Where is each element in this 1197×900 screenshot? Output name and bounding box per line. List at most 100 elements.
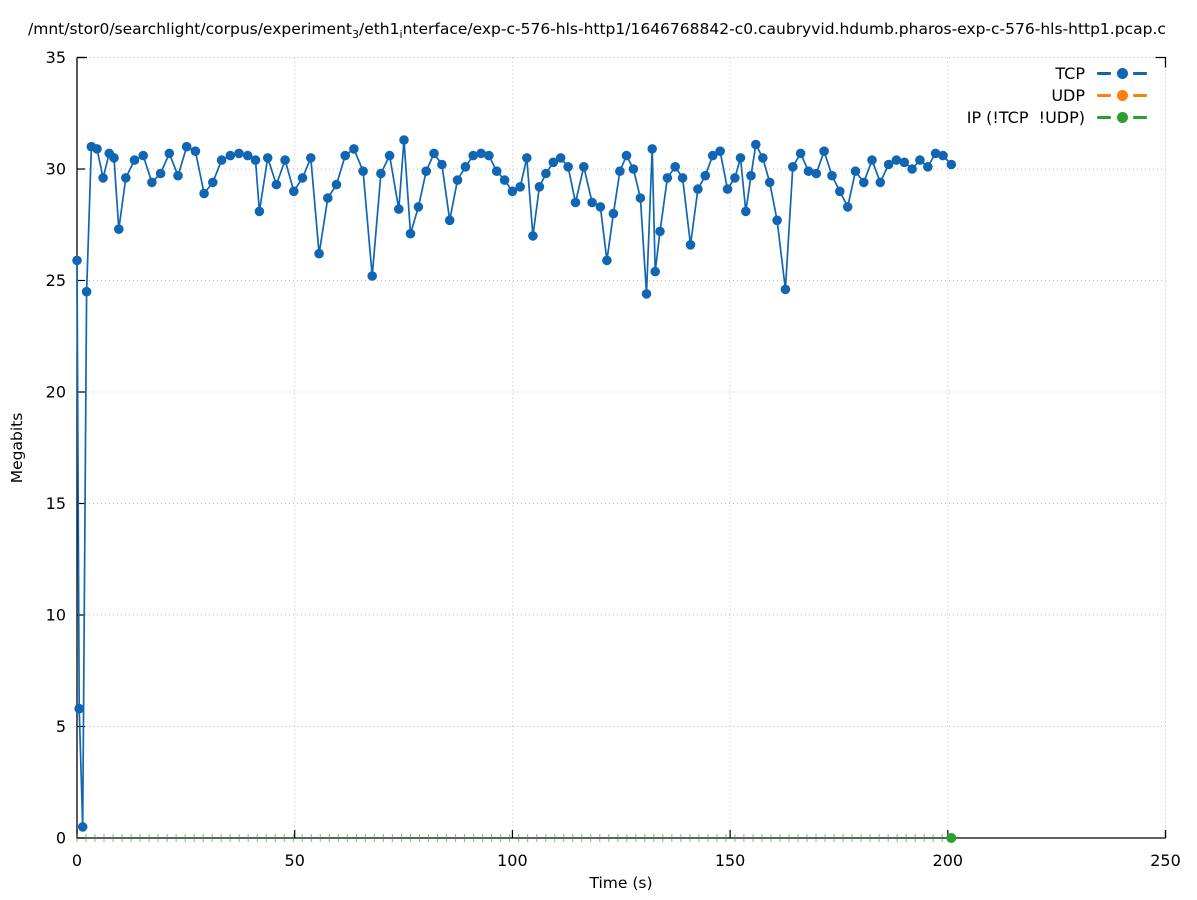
tcp-point (314, 248, 324, 259)
tcp-point (109, 153, 119, 163)
tcp-point (641, 289, 652, 299)
tcp-point (595, 202, 606, 212)
tcp-point (764, 177, 775, 188)
tcp-point (242, 150, 253, 161)
tcp-point (655, 226, 665, 237)
tcp-point (121, 173, 131, 183)
y-tick-label: 15 (46, 494, 66, 513)
tcp-point (628, 164, 639, 174)
x-tick-label: 200 (933, 851, 964, 870)
plot-title: /mnt/stor0/searchlight/corpus/experiment… (28, 20, 1166, 42)
legend: TCP UDP IP (!TCP !UDP) (967, 62, 1147, 128)
y-tick-label: 5 (56, 717, 66, 736)
legend-label-udp: UDP (1051, 85, 1085, 105)
tcp-point (164, 148, 175, 159)
tcp-point (367, 271, 378, 281)
x-tick-label: 100 (497, 851, 528, 870)
tcp-point (842, 202, 853, 212)
tcp-point (907, 164, 917, 174)
tcp-point (685, 240, 696, 250)
tcp-point (730, 173, 740, 183)
tcp-point (437, 159, 447, 170)
tcp-point (621, 150, 632, 161)
axis-tick-labels: 0 5 10 15 20 25 30 35 0 50 100 150 200 250 (46, 48, 1181, 870)
tcp-point (129, 155, 140, 165)
tcp-point (867, 155, 877, 165)
tcp-point (358, 166, 368, 176)
tcp-point (421, 166, 432, 176)
tcp-point (250, 155, 261, 165)
tcp-point (891, 155, 902, 165)
tcp-point (225, 150, 236, 161)
tcp-point (923, 162, 933, 172)
y-tick-label: 20 (46, 383, 66, 402)
tcp-point (460, 162, 471, 172)
tcp-point (693, 184, 703, 194)
tcp-point (930, 148, 941, 159)
legend-swatch-udp-icon (1097, 88, 1147, 102)
tcp-point (722, 184, 733, 194)
tcp-point (92, 144, 102, 154)
tcp-point (507, 186, 518, 197)
tcp-point (707, 150, 718, 161)
tcp-point (647, 144, 657, 154)
y-tick-label: 0 (56, 829, 66, 848)
tcp-point (670, 162, 680, 172)
ip-point (946, 833, 957, 843)
x-axis-label: Time (s) (588, 874, 652, 892)
tcp-point (323, 193, 333, 203)
tcp-point (254, 206, 265, 217)
tcp-point (173, 170, 183, 181)
tcp-point (484, 150, 494, 161)
tcp-point (262, 153, 273, 163)
tcp-point (394, 204, 404, 214)
tcp-point (915, 155, 925, 165)
tcp-point (608, 208, 619, 219)
tcp-point (587, 197, 597, 208)
tcp-point (946, 159, 957, 170)
legend-row-udp: UDP (967, 84, 1147, 106)
tcp-point (297, 173, 308, 183)
tcp-point (114, 224, 124, 234)
tcp-point (138, 150, 148, 161)
tcp-point (468, 150, 479, 161)
tcp-point (563, 162, 573, 172)
x-tick-label: 250 (1150, 851, 1181, 870)
tcp-point (72, 255, 82, 266)
tcp-point (735, 153, 746, 163)
tcp-point (555, 153, 566, 163)
tcp-point (452, 175, 463, 185)
legend-row-ip: IP (!TCP !UDP) (967, 106, 1147, 128)
y-axis-label: Megabits (8, 413, 26, 484)
tcp-point (147, 177, 157, 188)
legend-label-tcp: TCP (1055, 63, 1085, 83)
x-tick-label: 0 (72, 851, 82, 870)
y-tick-label: 30 (46, 160, 66, 179)
tcp-point (280, 155, 290, 165)
tcp-point (234, 148, 244, 159)
tcp-point (429, 148, 439, 159)
tcp-point (331, 179, 342, 190)
tcp-point (216, 155, 227, 165)
tcp-point (803, 166, 814, 176)
tcp-point (399, 135, 409, 145)
tcp-point (98, 173, 108, 183)
tcp-point (883, 159, 894, 170)
tcp-point (772, 215, 782, 226)
x-tick-label: 150 (715, 851, 746, 870)
tcp-point (811, 168, 822, 179)
tcp-point (835, 186, 845, 197)
legend-swatch-tcp-icon (1097, 66, 1147, 80)
tcp-point (444, 215, 455, 226)
tcp-line (76, 139, 952, 828)
tcp-point (349, 144, 359, 154)
tcp-point (746, 170, 756, 181)
tcp-point (859, 177, 869, 188)
tcp-point (938, 150, 948, 161)
tcp-point (788, 162, 798, 172)
tcp-point (795, 148, 806, 159)
tcp-point (579, 162, 589, 172)
tcp-point (376, 168, 386, 179)
tcp-point (515, 182, 525, 192)
